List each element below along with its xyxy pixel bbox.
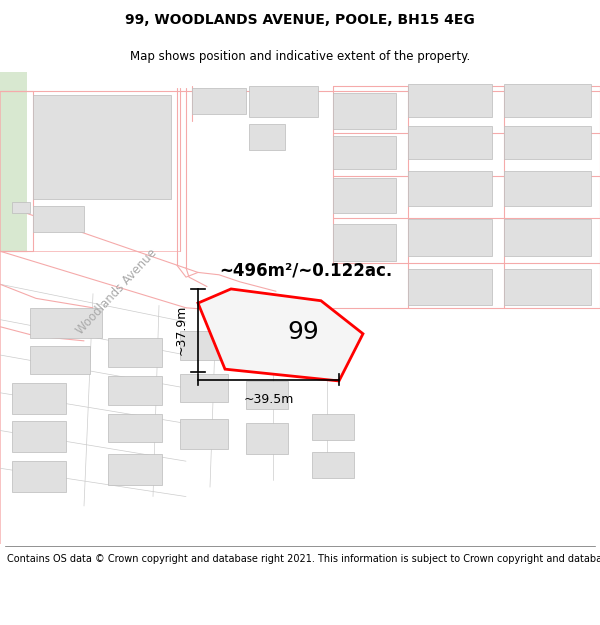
Polygon shape xyxy=(198,289,363,381)
Bar xyxy=(180,331,228,360)
Text: Contains OS data © Crown copyright and database right 2021. This information is : Contains OS data © Crown copyright and d… xyxy=(7,554,600,564)
Bar xyxy=(312,414,354,440)
Bar xyxy=(249,86,318,117)
Bar xyxy=(312,452,354,478)
Bar xyxy=(246,423,288,454)
Bar xyxy=(408,269,492,306)
Text: Map shows position and indicative extent of the property.: Map shows position and indicative extent… xyxy=(130,49,470,62)
Bar xyxy=(33,206,84,232)
Text: ~496m²/~0.122ac.: ~496m²/~0.122ac. xyxy=(219,261,392,279)
Bar xyxy=(0,72,27,251)
Bar xyxy=(180,419,228,449)
Bar xyxy=(408,126,492,159)
Bar xyxy=(12,461,66,492)
Bar xyxy=(33,96,171,199)
Bar xyxy=(108,454,162,485)
Text: ~37.9m: ~37.9m xyxy=(174,305,187,356)
Bar xyxy=(504,219,591,256)
Bar xyxy=(108,376,162,404)
Bar xyxy=(504,126,591,159)
Bar xyxy=(333,224,396,261)
Bar xyxy=(12,383,66,414)
Bar xyxy=(504,269,591,306)
Text: 99, WOODLANDS AVENUE, POOLE, BH15 4EG: 99, WOODLANDS AVENUE, POOLE, BH15 4EG xyxy=(125,13,475,27)
Bar xyxy=(30,346,90,374)
Text: 99: 99 xyxy=(287,321,319,344)
Bar xyxy=(249,124,285,150)
Bar xyxy=(180,374,228,402)
Bar xyxy=(246,339,288,364)
Text: Woodlands Avenue: Woodlands Avenue xyxy=(74,246,160,337)
Bar xyxy=(108,414,162,442)
Bar xyxy=(12,202,30,213)
Bar xyxy=(504,84,591,117)
Bar xyxy=(12,421,66,452)
Bar xyxy=(246,381,288,409)
Bar xyxy=(408,171,492,206)
Bar xyxy=(333,178,396,213)
Bar xyxy=(333,136,396,169)
Bar xyxy=(30,308,102,339)
Text: ~39.5m: ~39.5m xyxy=(244,392,293,406)
Bar xyxy=(333,93,396,129)
Bar xyxy=(108,339,162,367)
Bar xyxy=(504,171,591,206)
Bar xyxy=(408,84,492,117)
Bar xyxy=(408,219,492,256)
Bar xyxy=(192,88,246,114)
